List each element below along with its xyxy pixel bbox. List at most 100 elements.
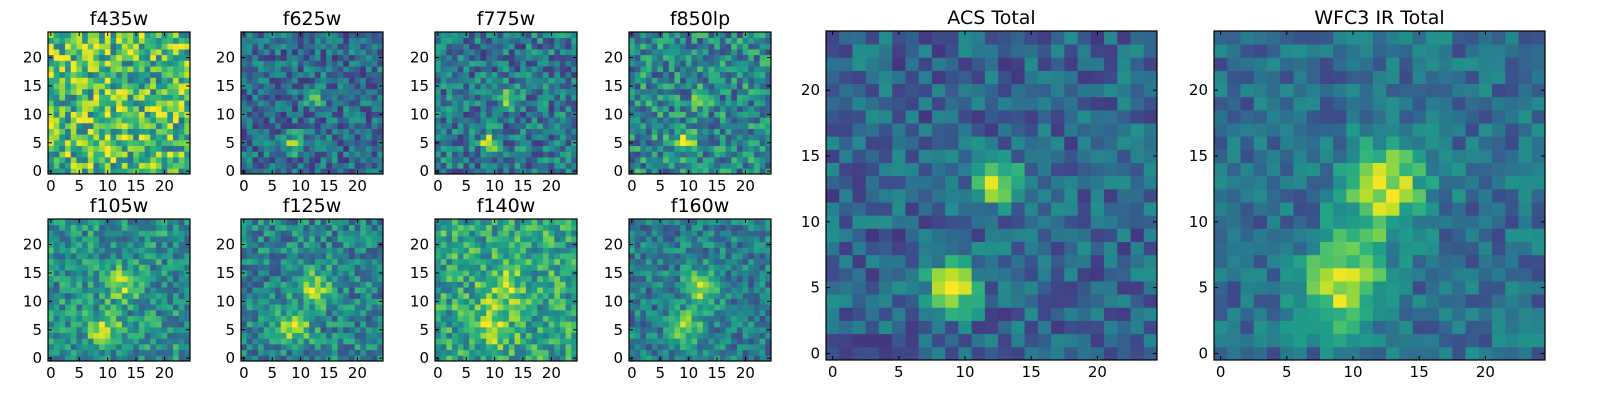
y-tick-label: 0 — [613, 349, 623, 367]
y-tick-label: 0 — [225, 162, 235, 180]
y-tick-label: 20 — [216, 236, 235, 254]
panel-title: f625w — [283, 8, 342, 30]
x-tick-label: 0 — [1216, 363, 1226, 381]
y-tick-label: 20 — [801, 81, 820, 99]
y-tick-label: 5 — [225, 321, 235, 339]
y-tick-label: 5 — [810, 279, 820, 297]
panel-title: f775w — [477, 8, 536, 30]
x-tick-label: 15 — [707, 177, 726, 195]
x-tick-label: 10 — [485, 177, 504, 195]
x-tick-label: 20 — [542, 364, 561, 382]
y-tick-label: 10 — [216, 105, 235, 123]
y-tick-label: 20 — [1189, 81, 1208, 99]
x-tick-label: 20 — [1476, 363, 1495, 381]
x-tick-label: 5 — [74, 364, 84, 382]
x-tick-label: 5 — [461, 364, 471, 382]
y-tick-label: 10 — [801, 213, 820, 231]
x-tick-label: 0 — [46, 364, 56, 382]
x-tick-label: 0 — [627, 177, 637, 195]
y-tick-label: 20 — [23, 49, 42, 67]
x-tick-label: 20 — [348, 364, 367, 382]
x-tick-label: 15 — [126, 364, 145, 382]
x-tick-label: 20 — [736, 177, 755, 195]
y-tick-label: 20 — [604, 49, 623, 67]
x-tick-label: 0 — [239, 364, 249, 382]
x-tick-label: 10 — [1343, 363, 1362, 381]
y-tick-label: 0 — [419, 162, 429, 180]
x-tick-label: 20 — [542, 177, 561, 195]
y-tick-label: 10 — [604, 105, 623, 123]
y-tick-label: 10 — [23, 292, 42, 310]
y-tick-label: 5 — [419, 134, 429, 152]
panel-title: f140w — [477, 195, 536, 217]
x-tick-label: 15 — [126, 177, 145, 195]
x-tick-label: 10 — [291, 177, 310, 195]
x-tick-label: 5 — [267, 364, 277, 382]
panel-title: ACS Total — [947, 7, 1035, 29]
panel-title: f105w — [90, 195, 149, 217]
x-tick-label: 10 — [98, 364, 117, 382]
x-tick-label: 10 — [955, 363, 974, 381]
y-tick-label: 15 — [410, 264, 429, 282]
panel-title: f435w — [90, 8, 149, 30]
y-tick-label: 20 — [23, 236, 42, 254]
y-tick-label: 20 — [604, 236, 623, 254]
y-tick-label: 15 — [604, 77, 623, 95]
y-tick-label: 0 — [419, 349, 429, 367]
x-tick-label: 0 — [46, 177, 56, 195]
x-tick-label: 15 — [707, 364, 726, 382]
y-tick-label: 0 — [32, 349, 42, 367]
x-tick-label: 15 — [513, 177, 532, 195]
y-tick-label: 10 — [410, 292, 429, 310]
x-tick-label: 20 — [1088, 363, 1107, 381]
y-tick-label: 5 — [613, 321, 623, 339]
x-tick-label: 0 — [433, 364, 443, 382]
x-tick-label: 5 — [267, 177, 277, 195]
y-tick-label: 0 — [810, 344, 820, 362]
y-tick-label: 15 — [23, 264, 42, 282]
y-tick-label: 15 — [216, 77, 235, 95]
panel-title: WFC3 IR Total — [1314, 7, 1444, 29]
y-tick-label: 15 — [410, 77, 429, 95]
y-tick-label: 5 — [419, 321, 429, 339]
x-tick-label: 5 — [1282, 363, 1292, 381]
x-tick-label: 0 — [433, 177, 443, 195]
y-tick-label: 0 — [1198, 344, 1208, 362]
panel-title: f850lp — [670, 8, 730, 30]
x-tick-label: 5 — [461, 177, 471, 195]
y-tick-label: 0 — [32, 162, 42, 180]
x-tick-label: 5 — [74, 177, 84, 195]
y-tick-label: 5 — [1198, 279, 1208, 297]
x-tick-label: 15 — [1410, 363, 1429, 381]
x-tick-label: 15 — [319, 364, 338, 382]
heatmap-panel: WFC3 IR Total 0 5 10 15 20 0 5 10 15 20 — [1189, 7, 1546, 381]
x-tick-label: 10 — [679, 177, 698, 195]
x-tick-label: 20 — [736, 364, 755, 382]
y-tick-label: 10 — [604, 292, 623, 310]
y-tick-label: 5 — [613, 134, 623, 152]
x-tick-label: 15 — [1022, 363, 1041, 381]
y-tick-label: 5 — [32, 321, 42, 339]
x-tick-label: 0 — [828, 363, 838, 381]
panel-title: f125w — [283, 195, 342, 217]
y-tick-label: 5 — [225, 134, 235, 152]
x-tick-label: 20 — [155, 177, 174, 195]
x-tick-label: 20 — [155, 364, 174, 382]
y-tick-label: 5 — [32, 134, 42, 152]
x-tick-label: 10 — [291, 364, 310, 382]
x-tick-label: 5 — [655, 177, 665, 195]
x-tick-label: 15 — [513, 364, 532, 382]
y-tick-label: 10 — [1189, 213, 1208, 231]
y-tick-label: 20 — [216, 49, 235, 67]
y-tick-label: 15 — [23, 77, 42, 95]
x-tick-label: 10 — [98, 177, 117, 195]
heatmap-panel: ACS Total 0 5 10 15 20 0 5 10 15 20 — [801, 7, 1158, 381]
